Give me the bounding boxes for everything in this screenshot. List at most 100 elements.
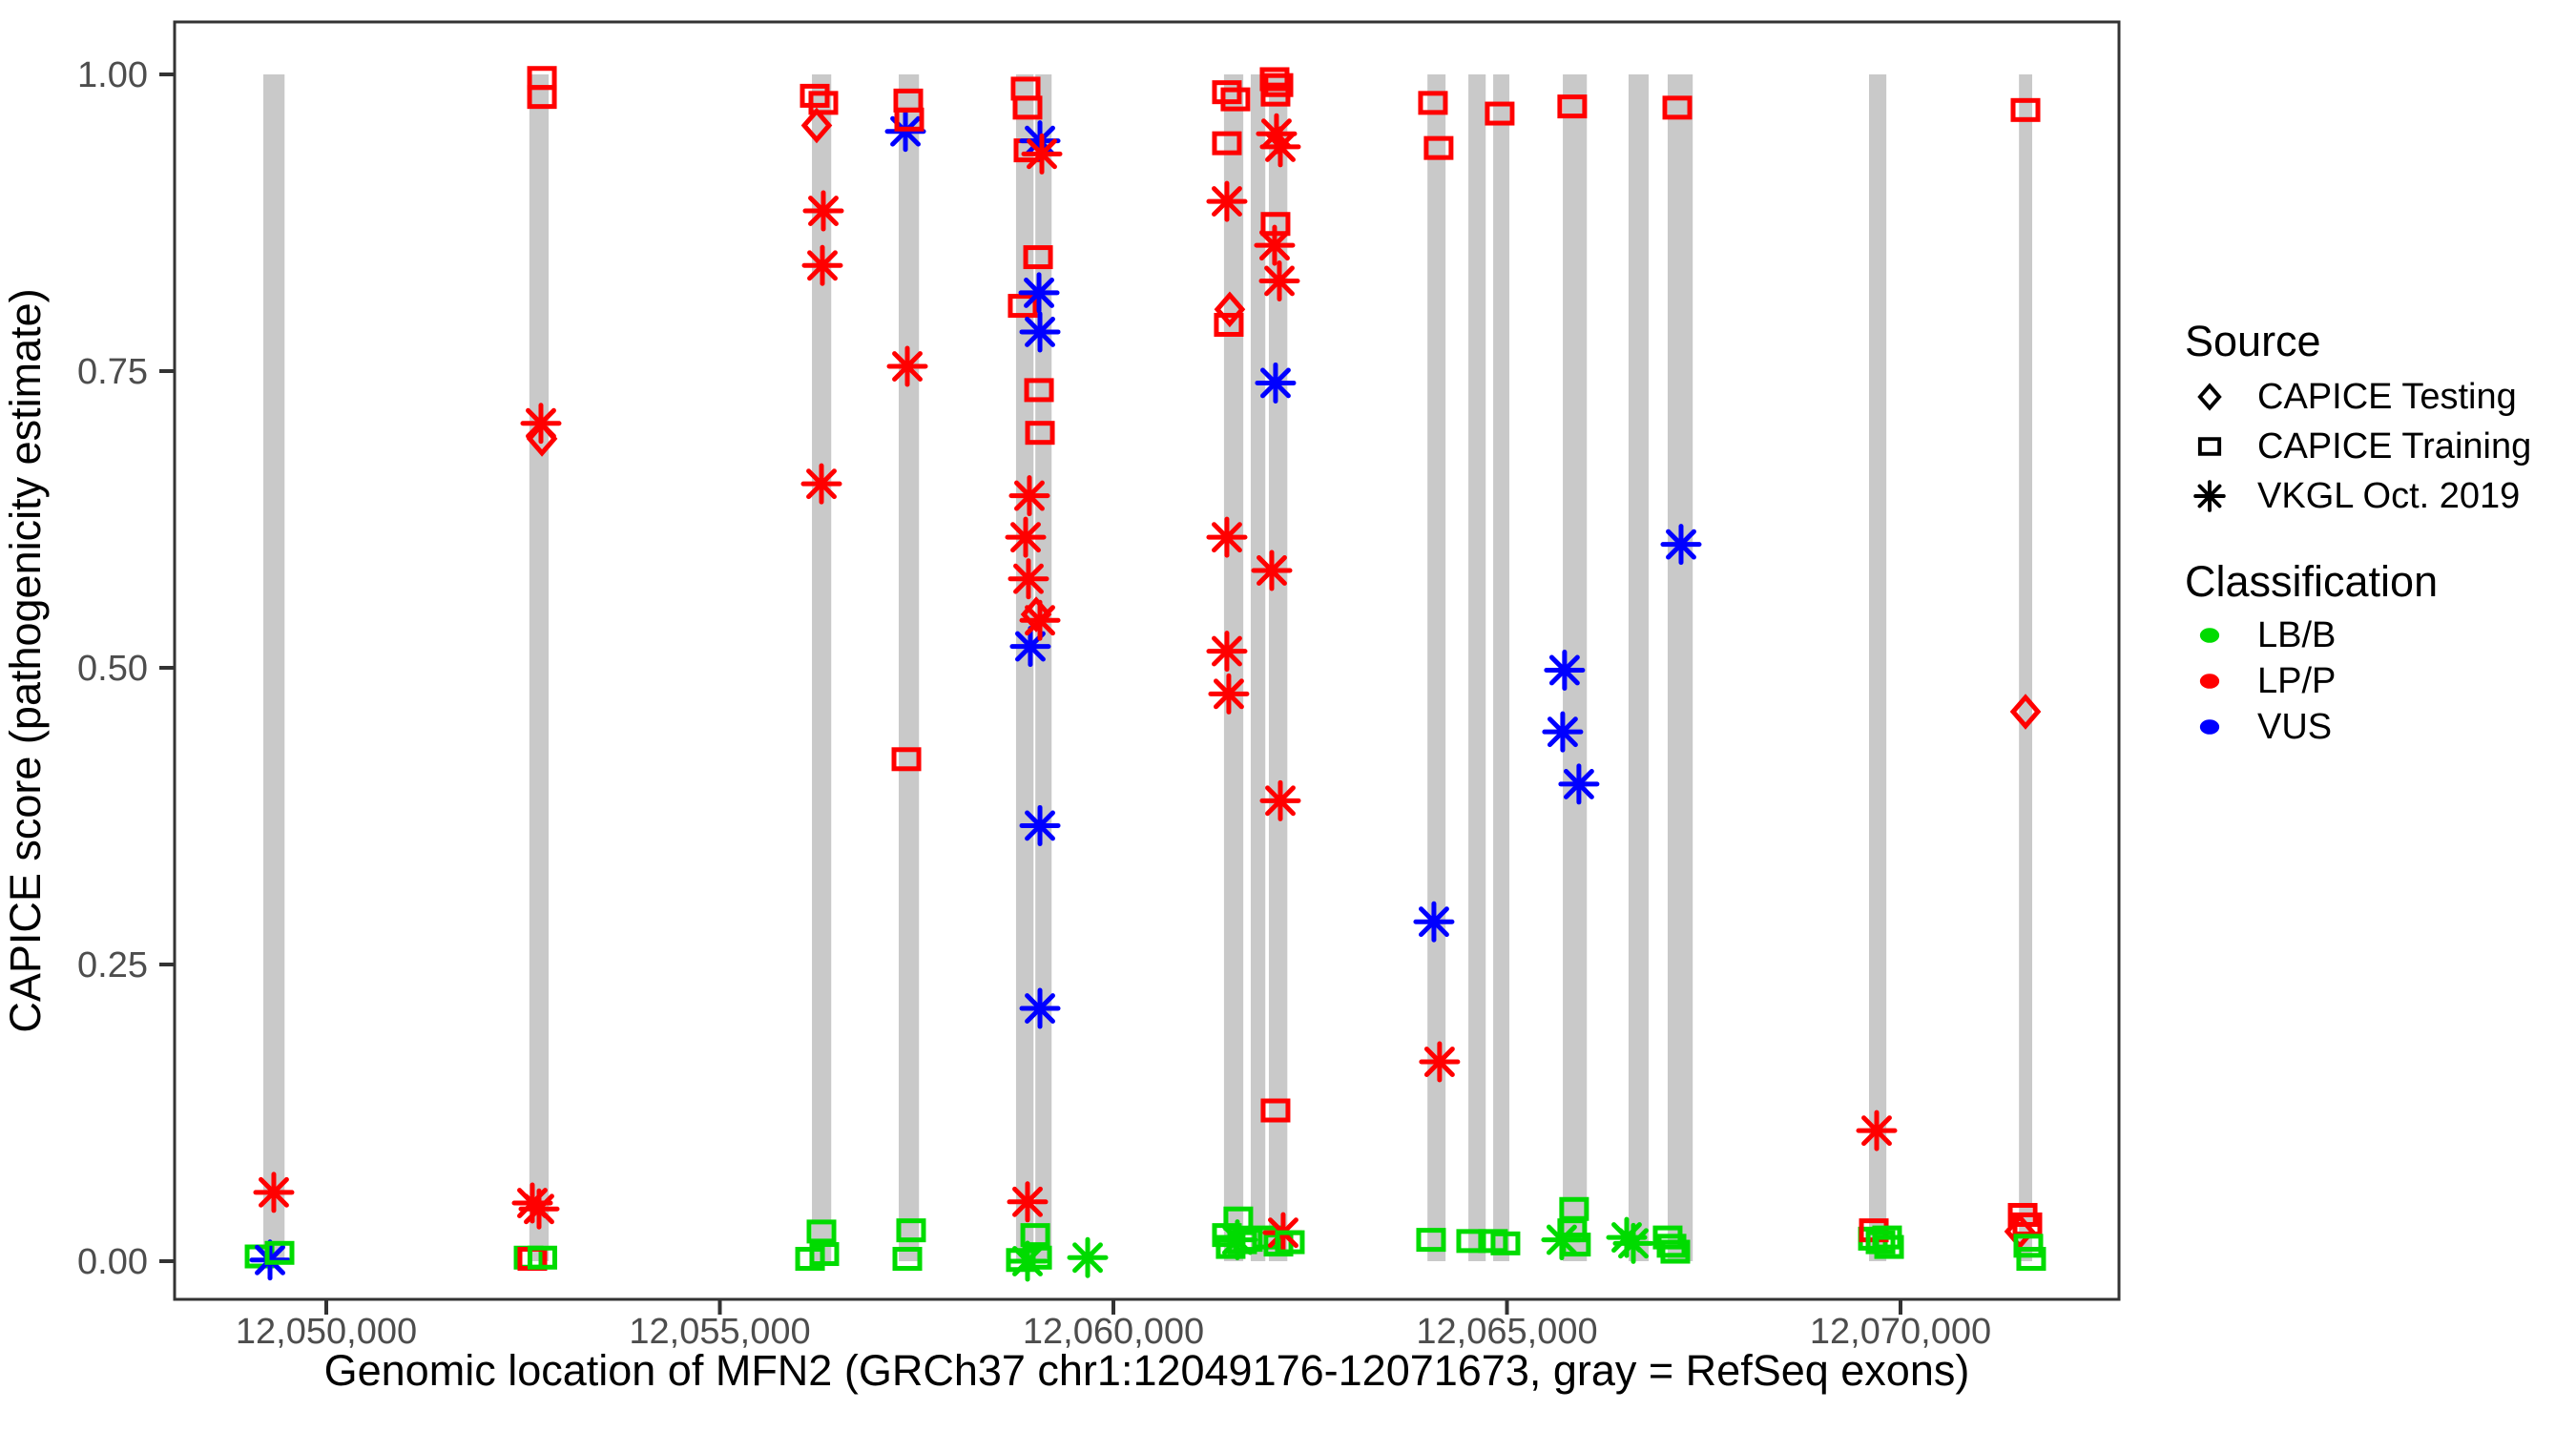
x-tick-label: 12,065,000 [1416, 1312, 1597, 1352]
asterisk-ray [1666, 529, 1696, 560]
asterisk-ray [892, 351, 923, 382]
marker-diamond [800, 107, 833, 144]
marker-square [892, 1247, 923, 1272]
marker-square [1418, 91, 1448, 115]
marker-square [1008, 294, 1038, 319]
asterisk-ray [1025, 993, 1055, 1024]
asterisk-ray [255, 1244, 285, 1275]
marker-asterisk [1206, 180, 1248, 222]
exon-bar [2019, 74, 2033, 1261]
marker-asterisk [518, 1188, 560, 1230]
marker-asterisk [1255, 362, 1297, 404]
marker-square [1874, 1234, 1904, 1259]
exon-bar [1015, 74, 1034, 1261]
legend-icon-cell [2185, 702, 2257, 752]
marker-dot [2199, 674, 2220, 689]
asterisk-ray [259, 1176, 289, 1208]
y-axis-title: CAPICE score (pathogenicity estimate) [1, 288, 50, 1032]
marker-square [1275, 1230, 1305, 1255]
asterisk-ray [1014, 480, 1045, 511]
asterisk-ray [1212, 522, 1242, 553]
legend-asterisk-icon [2193, 480, 2226, 512]
marker-asterisk [1007, 1181, 1049, 1223]
legend-item-asterisk: VKGL Oct. 2019 [2185, 471, 2531, 521]
marker-asterisk [1612, 1222, 1654, 1264]
legend-icon-cell [2185, 372, 2257, 422]
marker-square [527, 85, 557, 110]
marker-square [1212, 80, 1242, 105]
marker-asterisk [1254, 224, 1296, 266]
asterisk-ray [1212, 186, 1242, 218]
panel-border [173, 20, 2121, 1301]
marker-square [264, 1240, 295, 1265]
marker-asterisk [1258, 259, 1300, 301]
legend-source-title: Source [2185, 317, 2321, 365]
marker-asterisk [249, 1239, 291, 1281]
marker-asterisk [1419, 1041, 1461, 1083]
marker-square [806, 1219, 837, 1244]
marker-asterisk [1019, 987, 1061, 1029]
marker-asterisk [1018, 272, 1060, 314]
marker-square [809, 1242, 840, 1267]
asterisk-ray [1025, 605, 1055, 636]
marker-asterisk [2193, 480, 2226, 512]
legend-square-icon [2197, 437, 2222, 456]
marker-square [1233, 1228, 1263, 1253]
marker-asterisk [1542, 711, 1584, 753]
asterisk-ray [1024, 277, 1054, 308]
asterisk-ray [1563, 768, 1594, 799]
legend-dot-icon [2199, 674, 2220, 689]
asterisk-ray [1012, 1246, 1043, 1276]
asterisk-ray [2197, 484, 2222, 508]
legend-item-lp-p: LP/P [2185, 658, 2438, 704]
marker-asterisk [1660, 524, 1702, 566]
marker-square [2197, 437, 2222, 456]
exon-bar [1493, 74, 1509, 1261]
asterisk-ray [1257, 555, 1287, 586]
marker-asterisk [1067, 1236, 1109, 1278]
legend-icon-cell [2185, 656, 2257, 706]
legend-icon-cell [2185, 611, 2257, 660]
marker-asterisk [1558, 763, 1600, 805]
marker-square [1656, 1234, 1687, 1258]
marker-square [800, 83, 830, 108]
marker-square [1259, 67, 1290, 92]
y-tick-label: 0.25 [77, 945, 148, 985]
exon-bar [1628, 74, 1649, 1261]
x-tick-label: 12,070,000 [1810, 1312, 1991, 1352]
marker-square [808, 91, 839, 115]
marker-square [1416, 1228, 1446, 1253]
marker-asterisk [886, 345, 928, 387]
marker-square [1660, 1239, 1691, 1264]
asterisk-ray [1265, 131, 1296, 162]
asterisk-ray [1212, 635, 1242, 667]
marker-asterisk [1019, 804, 1061, 846]
marker-diamond [526, 421, 558, 457]
exon-bar [1667, 74, 1693, 1261]
asterisk-ray [1259, 230, 1290, 261]
marker-square [1865, 1230, 1896, 1255]
legend-item-lb-b: LB/B [2185, 612, 2438, 658]
asterisk-ray [1419, 906, 1449, 938]
legend-item-square: CAPICE Training [2185, 422, 2531, 471]
marker-asterisk [1259, 126, 1301, 168]
asterisk-ray [808, 196, 839, 226]
legend-item-label: VUS [2257, 706, 2333, 747]
exon-bar [1035, 74, 1052, 1261]
marker-square [1561, 1233, 1591, 1257]
marker-asterisk [1019, 311, 1061, 353]
marker-square [1559, 1196, 1589, 1221]
exon-bars [263, 74, 2033, 1261]
asterisk-ray [1861, 1115, 1892, 1147]
marker-asterisk [1206, 516, 1248, 558]
asterisk-ray [1214, 678, 1244, 710]
legend-item-label: CAPICE Training [2257, 425, 2532, 467]
x-tick-label: 12,060,000 [1023, 1312, 1204, 1352]
marker-diamond [2009, 694, 2042, 730]
legend-item-diamond: CAPICE Testing [2185, 372, 2531, 422]
marker-asterisk [1008, 475, 1050, 517]
marker-square [2010, 97, 2041, 122]
marker-square [1025, 421, 1055, 446]
marker-dot [2199, 719, 2220, 735]
marker-asterisk [1206, 631, 1248, 673]
